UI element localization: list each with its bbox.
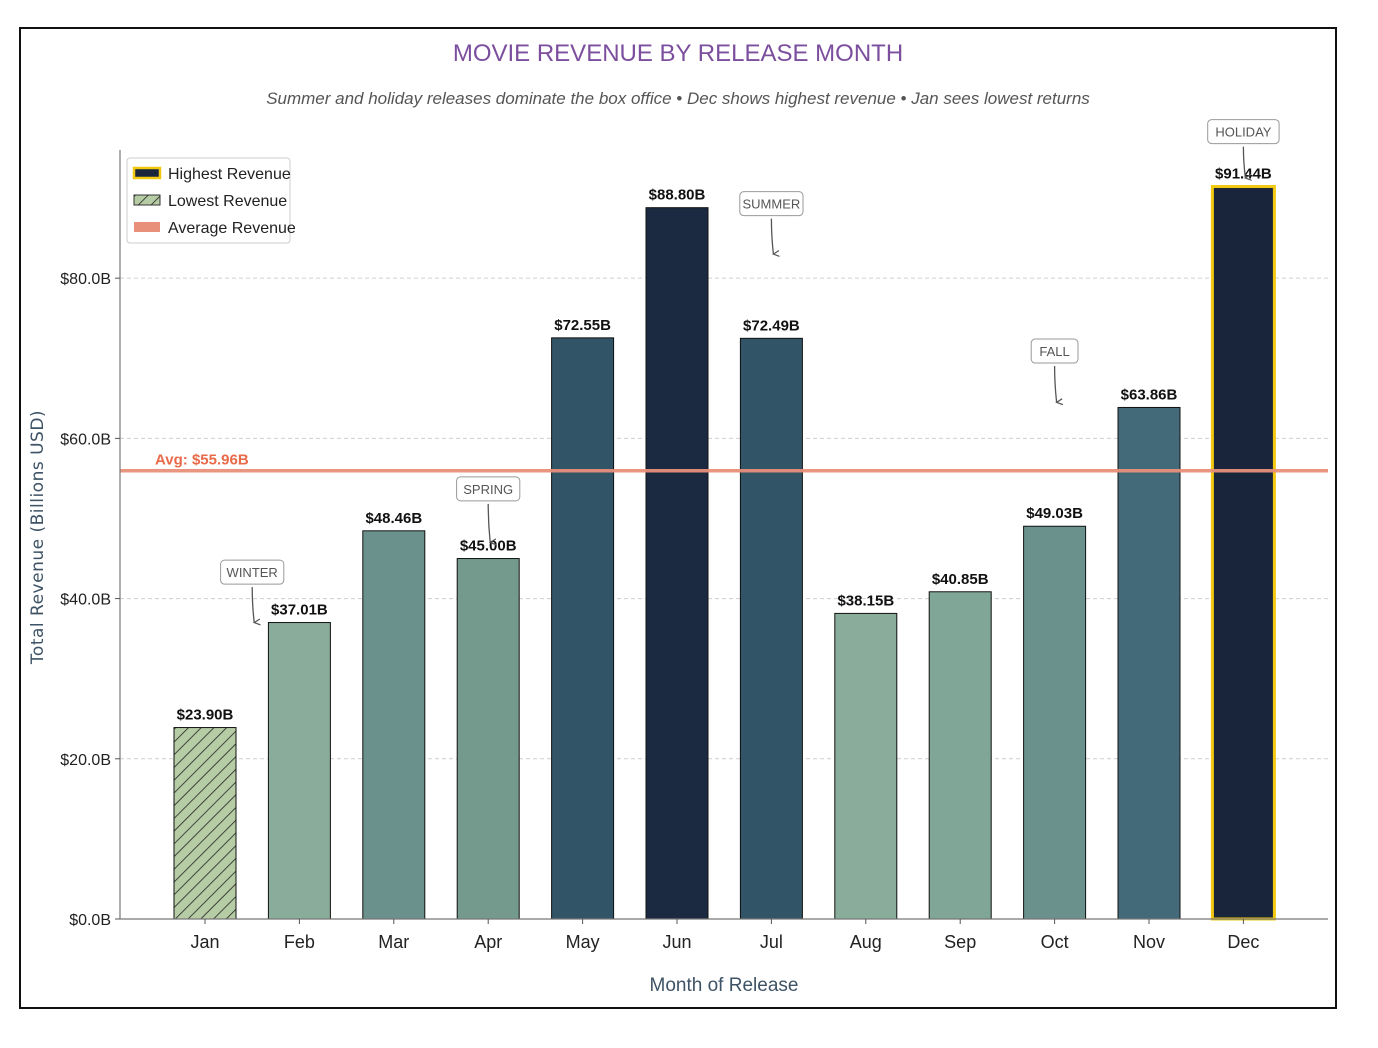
bar-jul (739, 337, 803, 920)
bar-may (551, 337, 615, 920)
season-annotations: WINTER SPRING SUMMER FALL HOLIDAY (220, 119, 1280, 623)
y-tick-label: $60.0B (60, 431, 111, 448)
chart-title: MOVIE REVENUE BY RELEASE MONTH (453, 40, 903, 67)
x-tick-label: Nov (1133, 932, 1165, 952)
annotation-arrow (1053, 366, 1057, 402)
bar-feb (267, 622, 331, 920)
x-tick-label: Jul (760, 932, 783, 952)
value-label: $45.00B (460, 538, 517, 555)
value-label: $72.49B (743, 317, 800, 334)
value-label: $91.44B (1215, 166, 1272, 183)
bar-mar (362, 530, 426, 920)
x-tick-label: Jan (190, 932, 219, 952)
x-tick-label: Oct (1041, 932, 1069, 952)
annotation-box (456, 476, 521, 502)
x-tick-label: Mar (378, 932, 409, 952)
legend-swatch-lowest (133, 194, 161, 206)
x-tick-label: Dec (1227, 932, 1259, 952)
annotation-box (1030, 338, 1079, 364)
x-tick-label: May (566, 932, 600, 952)
bar-nov (1117, 406, 1181, 920)
annotation-label: HOLIDAY (1215, 125, 1271, 140)
annotation-label: SUMMER (743, 197, 801, 212)
bar-aug (834, 612, 898, 920)
annotation-box (1207, 119, 1280, 145)
axes-group: $0.0B $20.0B $40.0B $60.0B $80.0B Jan Feb Mar Ap… (60, 150, 1328, 952)
annotation-label: FALL (1039, 344, 1069, 359)
value-labels-group: $23.90B $37.01B $48.46B $45.00B $72.55B $88.8… (177, 166, 1272, 724)
legend-label: Lowest Revenue (168, 193, 287, 210)
bars-group (173, 185, 1276, 921)
value-label: $37.01B (271, 602, 328, 619)
legend-swatch-average (134, 222, 160, 232)
annotation-box (739, 191, 804, 217)
legend-label: Highest Revenue (168, 166, 291, 183)
annotation-label: WINTER (227, 565, 278, 580)
annotation-arrow (770, 218, 773, 254)
x-tick-label: Apr (474, 932, 502, 952)
y-tick-label: $0.0B (69, 912, 111, 929)
bar-oct (1023, 525, 1087, 920)
x-axis-label: Month of Release (650, 975, 799, 996)
value-label: $88.80B (649, 187, 706, 204)
annotation-box (220, 559, 285, 585)
x-tick-label: Feb (284, 932, 315, 952)
y-gridlines (120, 277, 1328, 760)
y-tick-label: $40.0B (60, 592, 111, 609)
value-label: $72.55B (554, 317, 611, 334)
x-tick-label: Aug (850, 932, 882, 952)
average-line-group: Avg: $55.96B (120, 452, 1328, 473)
value-label: $49.03B (1026, 505, 1083, 522)
average-label: Avg: $55.96B (155, 452, 249, 469)
bar-apr (456, 558, 520, 920)
annotation-arrow (1242, 146, 1245, 178)
legend-swatch-highest (132, 166, 162, 180)
legend-label: Average Revenue (168, 220, 296, 237)
annotation-label: SPRING (463, 482, 513, 497)
value-label: $48.46B (365, 510, 422, 527)
revenue-bar-chart: MOVIE REVENUE BY RELEASE MONTH Summer an… (28, 40, 1328, 996)
bar-jun (645, 207, 709, 920)
chart-subtitle: Summer and holiday releases dominate the… (266, 89, 1090, 108)
bar-jan (173, 727, 237, 920)
value-label: $40.85B (932, 571, 989, 588)
value-label: $63.86B (1121, 386, 1178, 403)
x-tick-label: Sep (944, 932, 976, 952)
x-tick-label: Jun (662, 932, 691, 952)
legend-box (126, 157, 291, 244)
value-label: $23.90B (177, 707, 234, 724)
annotation-arrow (487, 503, 490, 543)
legend: Highest Revenue Lowest Revenue Average Rev… (126, 157, 296, 244)
y-tick-label: $80.0B (60, 271, 111, 288)
chart-frame: MOVIE REVENUE BY RELEASE MONTH Summer an… (19, 27, 1337, 1009)
annotation-arrow (251, 587, 254, 622)
bar-dec (1210, 185, 1276, 921)
bar-sep (928, 591, 992, 920)
y-axis-label: Total Revenue (Billions USD) (28, 410, 48, 665)
y-tick-label: $20.0B (60, 752, 111, 769)
value-label: $38.15B (837, 592, 894, 609)
